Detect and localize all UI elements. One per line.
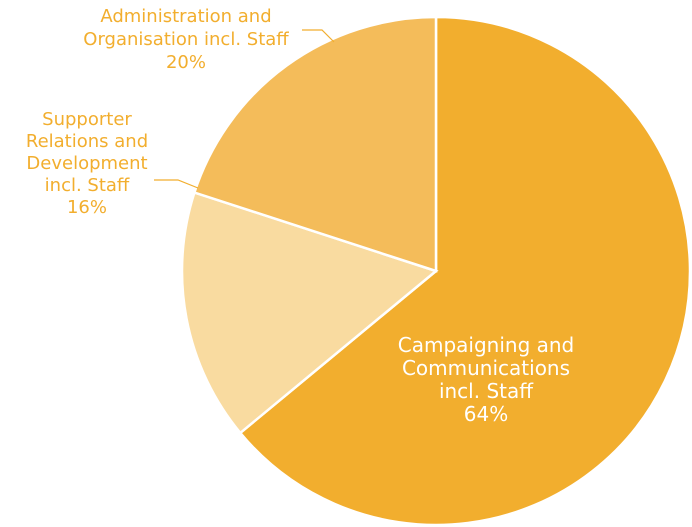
leader-lines (154, 29, 335, 189)
slice-label-line: Development (26, 153, 147, 174)
pie-slices (180, 15, 692, 527)
slice-label-line: Campaigning and (398, 333, 575, 357)
slice-value-label: 64% (464, 402, 508, 426)
pie-slice (238, 15, 692, 527)
slice-label-line: incl. Staff (439, 379, 534, 403)
leader-line (302, 29, 335, 43)
leader-line (154, 179, 199, 189)
slice-label-line: Organisation incl. Staff (83, 29, 289, 50)
slice-value-label: 16% (67, 197, 107, 218)
slice-label-line: Supporter (42, 109, 132, 130)
pie-slice (192, 15, 438, 273)
pie-slice (180, 190, 439, 435)
slice-label-line: incl. Staff (45, 175, 130, 196)
slice-label-line: Relations and (26, 131, 148, 152)
slice-label-line: Administration and (100, 6, 271, 27)
slice-label-line: Communications (402, 356, 570, 380)
slice-value-label: 20% (166, 52, 206, 73)
